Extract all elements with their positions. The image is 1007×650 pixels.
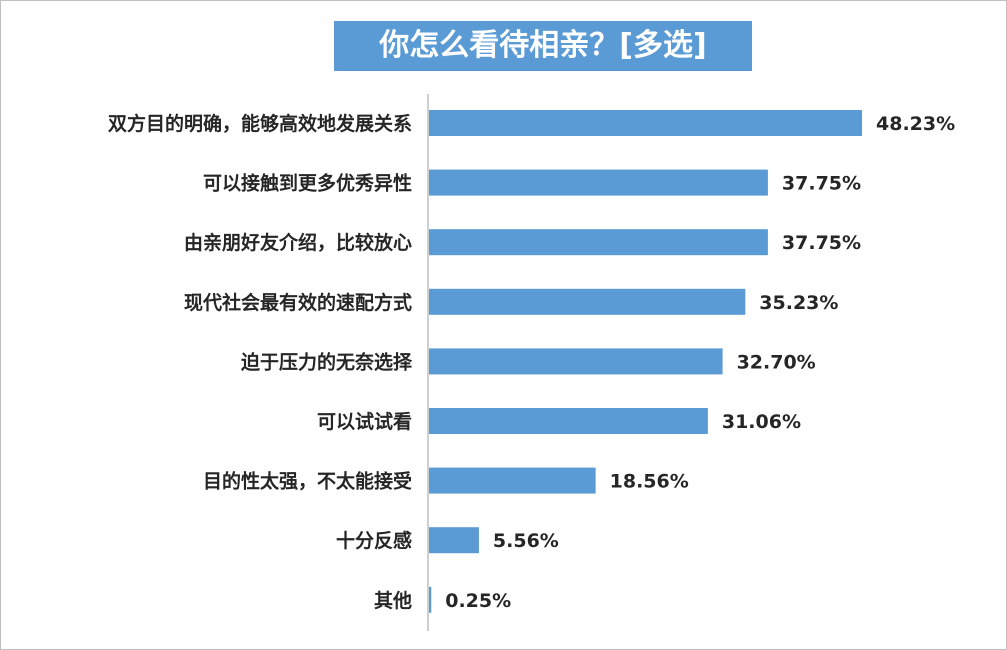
- bar: [429, 288, 746, 315]
- chart-title: 你怎么看待相亲？[多选]: [334, 21, 752, 71]
- bar: [429, 229, 768, 256]
- data-label: 37.75%: [782, 232, 861, 254]
- category-label: 可以接触到更多优秀异性: [203, 172, 412, 195]
- category-label: 双方目的明确，能够高效地发展关系: [108, 112, 412, 135]
- category-label: 现代社会最有效的速配方式: [184, 291, 412, 314]
- category-label: 目的性太强，不太能接受: [203, 470, 412, 493]
- category-label: 迫于压力的无奈选择: [241, 350, 413, 373]
- data-label: 18.56%: [610, 471, 689, 493]
- category-label: 十分反感: [336, 529, 412, 552]
- bar: [429, 408, 708, 434]
- bar: [429, 169, 768, 196]
- category-label: 由亲朋好友介绍，比较放心: [184, 231, 412, 254]
- data-label: 37.75%: [782, 173, 861, 195]
- data-label: 48.23%: [876, 113, 955, 135]
- category-label: 可以试试看: [317, 411, 412, 433]
- data-label: 5.56%: [493, 530, 559, 552]
- bar: [429, 348, 723, 375]
- bar: [429, 586, 432, 613]
- category-label: 其他: [374, 589, 412, 612]
- bar: [429, 527, 479, 554]
- data-label: 31.06%: [722, 411, 801, 433]
- bar: [429, 467, 596, 494]
- data-label: 32.70%: [737, 351, 816, 373]
- bar: [429, 110, 862, 136]
- data-label: 0.25%: [445, 590, 511, 612]
- data-label: 35.23%: [759, 292, 838, 314]
